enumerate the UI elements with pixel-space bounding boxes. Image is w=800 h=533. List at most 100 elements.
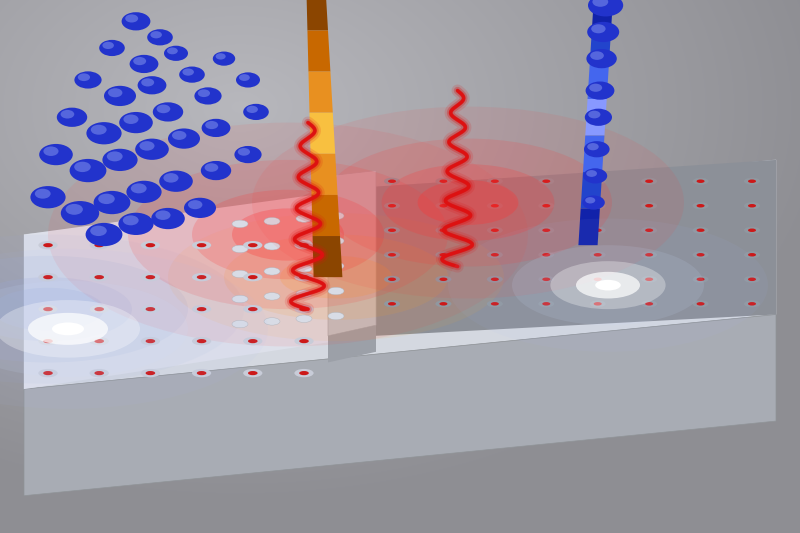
Ellipse shape <box>487 227 503 233</box>
Ellipse shape <box>590 227 606 233</box>
Ellipse shape <box>595 280 621 290</box>
Polygon shape <box>24 160 776 389</box>
Ellipse shape <box>172 131 186 140</box>
Ellipse shape <box>294 305 314 313</box>
Ellipse shape <box>61 201 99 225</box>
Ellipse shape <box>30 186 66 208</box>
Ellipse shape <box>194 87 222 104</box>
Ellipse shape <box>151 208 185 229</box>
Ellipse shape <box>108 88 122 98</box>
Ellipse shape <box>146 243 155 247</box>
Ellipse shape <box>123 215 138 225</box>
Ellipse shape <box>388 229 396 232</box>
Ellipse shape <box>0 256 188 362</box>
Ellipse shape <box>216 53 226 60</box>
Ellipse shape <box>491 229 499 232</box>
Polygon shape <box>306 0 328 30</box>
Ellipse shape <box>86 122 122 144</box>
Ellipse shape <box>697 229 705 232</box>
Ellipse shape <box>192 369 211 377</box>
Ellipse shape <box>264 243 280 250</box>
Ellipse shape <box>243 241 262 249</box>
Ellipse shape <box>590 276 606 282</box>
Ellipse shape <box>38 305 58 313</box>
Ellipse shape <box>550 261 666 309</box>
Ellipse shape <box>197 275 206 279</box>
Ellipse shape <box>542 253 550 256</box>
Ellipse shape <box>243 104 269 120</box>
Ellipse shape <box>248 243 258 247</box>
Ellipse shape <box>128 160 448 309</box>
Polygon shape <box>311 195 340 236</box>
Ellipse shape <box>299 339 309 343</box>
Ellipse shape <box>94 339 104 343</box>
Ellipse shape <box>146 307 155 311</box>
Ellipse shape <box>43 339 53 343</box>
Ellipse shape <box>248 371 258 375</box>
Ellipse shape <box>157 104 170 113</box>
Ellipse shape <box>35 189 50 199</box>
Ellipse shape <box>748 278 756 281</box>
Ellipse shape <box>146 275 155 279</box>
Ellipse shape <box>748 302 756 305</box>
Ellipse shape <box>641 178 657 185</box>
Ellipse shape <box>744 276 760 282</box>
Ellipse shape <box>243 305 262 313</box>
Ellipse shape <box>0 288 104 330</box>
Ellipse shape <box>43 243 53 247</box>
Ellipse shape <box>748 180 756 183</box>
Ellipse shape <box>693 276 709 282</box>
Ellipse shape <box>296 215 312 222</box>
Ellipse shape <box>205 163 218 172</box>
Ellipse shape <box>697 278 705 281</box>
Ellipse shape <box>328 212 344 220</box>
Ellipse shape <box>384 301 400 307</box>
Ellipse shape <box>538 178 554 185</box>
Polygon shape <box>310 154 338 195</box>
Ellipse shape <box>645 180 653 183</box>
Ellipse shape <box>296 240 312 247</box>
Ellipse shape <box>197 307 206 311</box>
Ellipse shape <box>248 307 258 311</box>
Ellipse shape <box>744 203 760 209</box>
Ellipse shape <box>744 227 760 233</box>
Ellipse shape <box>748 204 756 207</box>
Ellipse shape <box>748 229 756 232</box>
Ellipse shape <box>388 253 396 256</box>
Ellipse shape <box>197 371 206 375</box>
Ellipse shape <box>576 272 640 298</box>
Ellipse shape <box>43 371 53 375</box>
Polygon shape <box>581 172 602 208</box>
Ellipse shape <box>57 108 87 127</box>
Ellipse shape <box>280 256 392 298</box>
Ellipse shape <box>192 337 211 345</box>
Ellipse shape <box>107 151 122 161</box>
Ellipse shape <box>693 252 709 258</box>
Ellipse shape <box>487 252 503 258</box>
Ellipse shape <box>264 217 280 225</box>
Polygon shape <box>587 62 609 99</box>
Ellipse shape <box>104 86 136 106</box>
Polygon shape <box>590 26 611 62</box>
Ellipse shape <box>299 243 309 247</box>
Ellipse shape <box>141 273 160 281</box>
Ellipse shape <box>384 227 400 233</box>
Ellipse shape <box>693 203 709 209</box>
Ellipse shape <box>538 301 554 307</box>
Polygon shape <box>592 0 614 26</box>
Polygon shape <box>24 314 776 496</box>
Ellipse shape <box>418 180 518 225</box>
Polygon shape <box>309 71 333 112</box>
Ellipse shape <box>487 203 503 209</box>
Ellipse shape <box>141 241 160 249</box>
Ellipse shape <box>264 268 280 275</box>
Ellipse shape <box>0 249 268 409</box>
Ellipse shape <box>205 121 218 129</box>
Ellipse shape <box>232 295 248 303</box>
Ellipse shape <box>146 339 155 343</box>
Polygon shape <box>583 135 605 172</box>
Ellipse shape <box>70 159 106 182</box>
Ellipse shape <box>153 102 183 122</box>
Ellipse shape <box>645 302 653 305</box>
Ellipse shape <box>102 42 114 49</box>
